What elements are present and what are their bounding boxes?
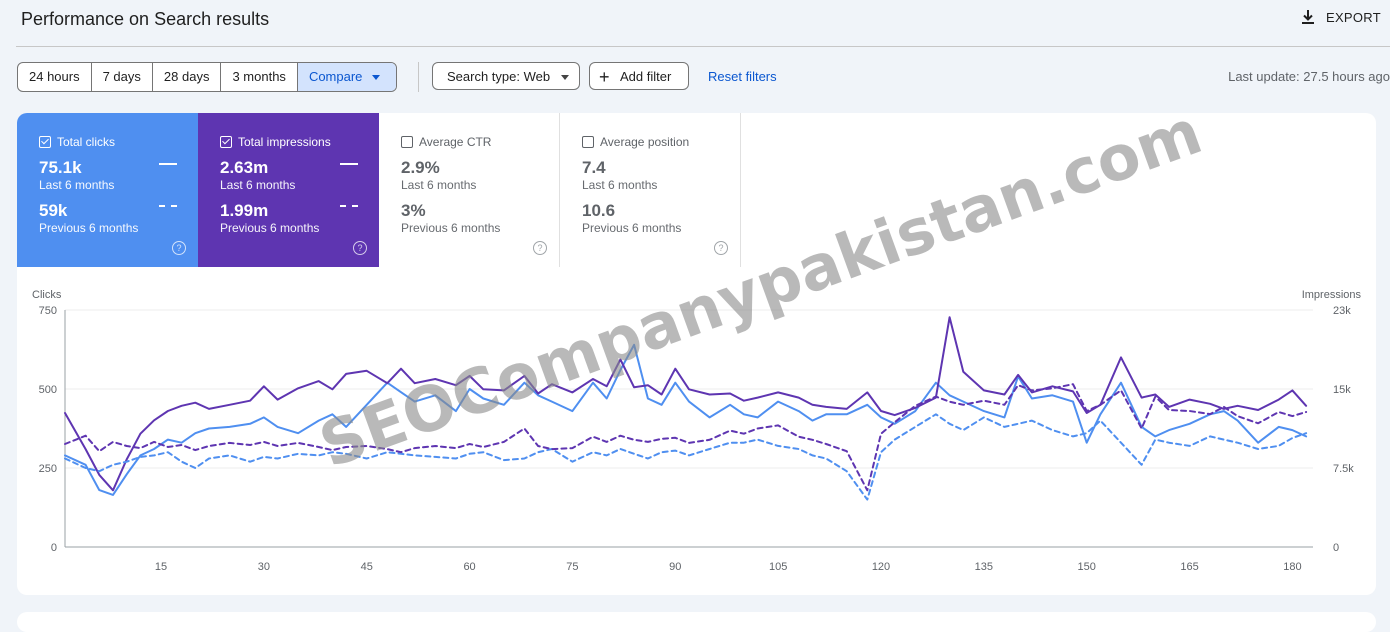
x-tick-label: 60 [463, 561, 475, 573]
dropdown-caret-icon [372, 75, 381, 81]
y-right-tick-label: 23k [1333, 305, 1351, 317]
checkbox-unchecked-icon[interactable] [401, 136, 413, 148]
next-panel [17, 612, 1376, 632]
x-tick-label: 150 [1078, 561, 1096, 573]
metric-previous-period: Previous 6 months [220, 221, 320, 235]
metric-total-impressions[interactable]: Total impressions 2.63m Last 6 months 1.… [198, 113, 379, 267]
header-divider [16, 46, 1390, 47]
metric-total-clicks[interactable]: Total clicks 75.1k Last 6 months 59k Pre… [17, 113, 198, 267]
help-icon[interactable]: ? [353, 241, 367, 255]
metric-previous-value: 1.99m [220, 201, 269, 220]
export-label: EXPORT [1325, 9, 1381, 25]
help-icon[interactable]: ? [533, 241, 547, 255]
metric-label: Average CTR [419, 135, 492, 149]
y-left-tick-label: 750 [39, 305, 57, 317]
help-icon[interactable]: ? [172, 241, 186, 255]
y-left-tick-label: 500 [39, 384, 57, 396]
y-right-tick-label: 7.5k [1333, 463, 1354, 475]
metric-previous-period: Previous 6 months [582, 221, 682, 235]
metric-previous-period: Previous 6 months [401, 221, 501, 235]
checkbox-unchecked-icon[interactable] [582, 136, 594, 148]
performance-card: Total clicks 75.1k Last 6 months 59k Pre… [17, 113, 1376, 595]
dropdown-caret-icon [561, 75, 569, 80]
x-tick-label: 180 [1283, 561, 1301, 573]
dashed-line-legend-icon [340, 205, 358, 207]
page-title: Performance on Search results [21, 9, 270, 29]
x-tick-label: 165 [1180, 561, 1198, 573]
y-right-tick-label: 0 [1333, 542, 1339, 554]
search-type-dropdown[interactable]: Search type: Web [432, 62, 580, 90]
reset-filters-link[interactable]: Reset filters [708, 69, 777, 84]
metric-period: Last 6 months [39, 178, 115, 192]
y-left-tick-label: 250 [39, 463, 57, 475]
y-right-axis-title: Impressions [1302, 289, 1362, 301]
y-left-axis-title: Clicks [32, 289, 62, 301]
download-icon [1301, 10, 1314, 24]
date-range-selector: 24 hours 7 days 28 days 3 months Compare [17, 62, 398, 92]
x-tick-label: 105 [769, 561, 787, 573]
last-update-text: Last update: 27.5 hours ago [1228, 69, 1390, 84]
metric-previous-period: Previous 6 months [39, 221, 139, 235]
metric-previous-value: 10.6 [582, 201, 616, 220]
metric-period: Last 6 months [220, 178, 296, 192]
total-impressions-line [64, 316, 1308, 492]
checkbox-checked-icon[interactable] [39, 136, 51, 148]
range-24-hours[interactable]: 24 hours [18, 63, 92, 91]
x-tick-label: 90 [669, 561, 681, 573]
x-tick-label: 120 [872, 561, 890, 573]
metric-average-ctr[interactable]: Average CTR 2.9% Last 6 months 3% Previo… [379, 113, 560, 267]
metric-previous-value: 3% [401, 201, 426, 220]
performance-chart[interactable]: 0 0 250 7.5k 500 15k 750 23k 15 30 45 60 75 90 105 120 1… [17, 113, 1376, 595]
metric-label: Total clicks [57, 135, 116, 149]
metric-value: 2.63m [220, 158, 269, 177]
solid-line-legend-icon [340, 163, 358, 165]
solid-line-legend-icon [159, 163, 177, 165]
help-icon[interactable]: ? [714, 241, 728, 255]
y-left-tick-label: 0 [51, 542, 57, 554]
previous-impressions-line [64, 383, 1308, 492]
range-3-months[interactable]: 3 months [221, 63, 298, 91]
search-type-label: Search type: Web [447, 69, 551, 84]
metric-previous-value: 59k [39, 201, 68, 220]
total-clicks-line [64, 343, 1308, 496]
metric-average-position[interactable]: Average position 7.4 Last 6 months 10.6 … [560, 113, 741, 267]
metric-tiles: Total clicks 75.1k Last 6 months 59k Pre… [17, 113, 741, 267]
x-tick-label: 135 [975, 561, 993, 573]
add-filter-label: Add filter [620, 69, 672, 84]
previous-clicks-line [64, 413, 1308, 501]
range-7-days[interactable]: 7 days [92, 63, 153, 91]
top-bar: Performance on Search results EXPORT [0, 0, 1390, 46]
dashed-line-legend-icon [159, 205, 177, 207]
y-right-tick-label: 15k [1333, 384, 1351, 396]
metric-period: Last 6 months [582, 178, 658, 192]
plus-icon: + [599, 67, 610, 87]
metric-value: 75.1k [39, 158, 82, 177]
checkbox-checked-icon[interactable] [220, 136, 232, 148]
x-tick-label: 15 [155, 561, 167, 573]
compare-dropdown[interactable]: Compare [297, 63, 397, 91]
metric-value: 2.9% [401, 158, 440, 177]
export-button[interactable]: EXPORT [1300, 9, 1381, 25]
range-28-days[interactable]: 28 days [153, 63, 222, 91]
add-filter-button[interactable]: + Add filter [589, 62, 689, 90]
filter-toolbar: 24 hours 7 days 28 days 3 months Compare… [17, 62, 1390, 92]
x-tick-label: 45 [361, 561, 373, 573]
metric-label: Average position [600, 135, 690, 149]
x-tick-label: 75 [566, 561, 578, 573]
metric-value: 7.4 [582, 158, 606, 177]
x-tick-label: 30 [258, 561, 270, 573]
metric-label: Total impressions [238, 135, 331, 149]
compare-label: Compare [308, 69, 363, 84]
toolbar-separator [418, 62, 419, 92]
metric-period: Last 6 months [401, 178, 477, 192]
